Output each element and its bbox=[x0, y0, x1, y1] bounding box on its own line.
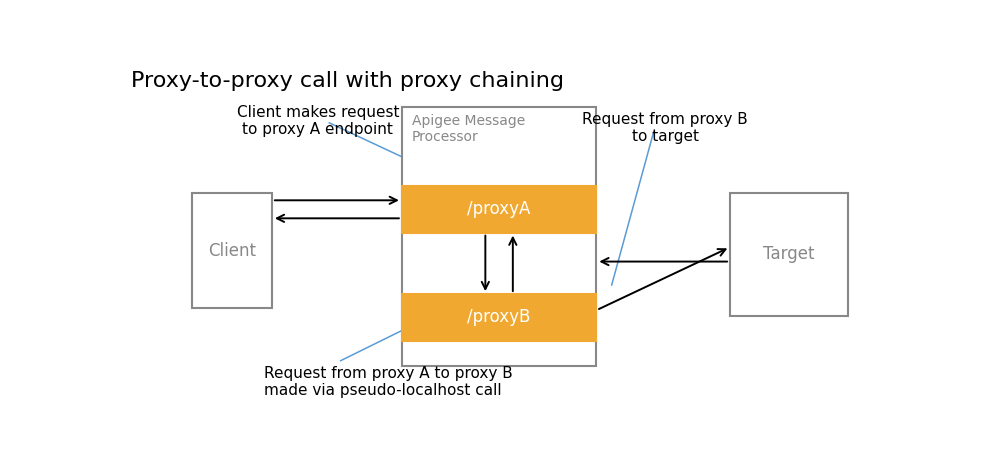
Text: Request from proxy A to proxy B
made via pseudo-localhost call: Request from proxy A to proxy B made via… bbox=[264, 366, 513, 398]
Text: Target: Target bbox=[763, 245, 815, 263]
Text: Client makes request
to proxy A endpoint: Client makes request to proxy A endpoint bbox=[236, 105, 399, 137]
Text: Client: Client bbox=[208, 242, 256, 260]
Text: /proxyA: /proxyA bbox=[468, 200, 531, 218]
Text: /proxyB: /proxyB bbox=[468, 308, 531, 326]
Text: Proxy-to-proxy call with proxy chaining: Proxy-to-proxy call with proxy chaining bbox=[131, 71, 563, 91]
Bar bbox=[192, 193, 272, 308]
Text: Apigee Message
Processor: Apigee Message Processor bbox=[412, 114, 525, 144]
Text: Request from proxy B
to target: Request from proxy B to target bbox=[582, 112, 748, 145]
Bar bbox=[402, 186, 597, 233]
Bar bbox=[402, 294, 597, 341]
Bar bbox=[402, 107, 597, 366]
Bar bbox=[730, 193, 848, 315]
